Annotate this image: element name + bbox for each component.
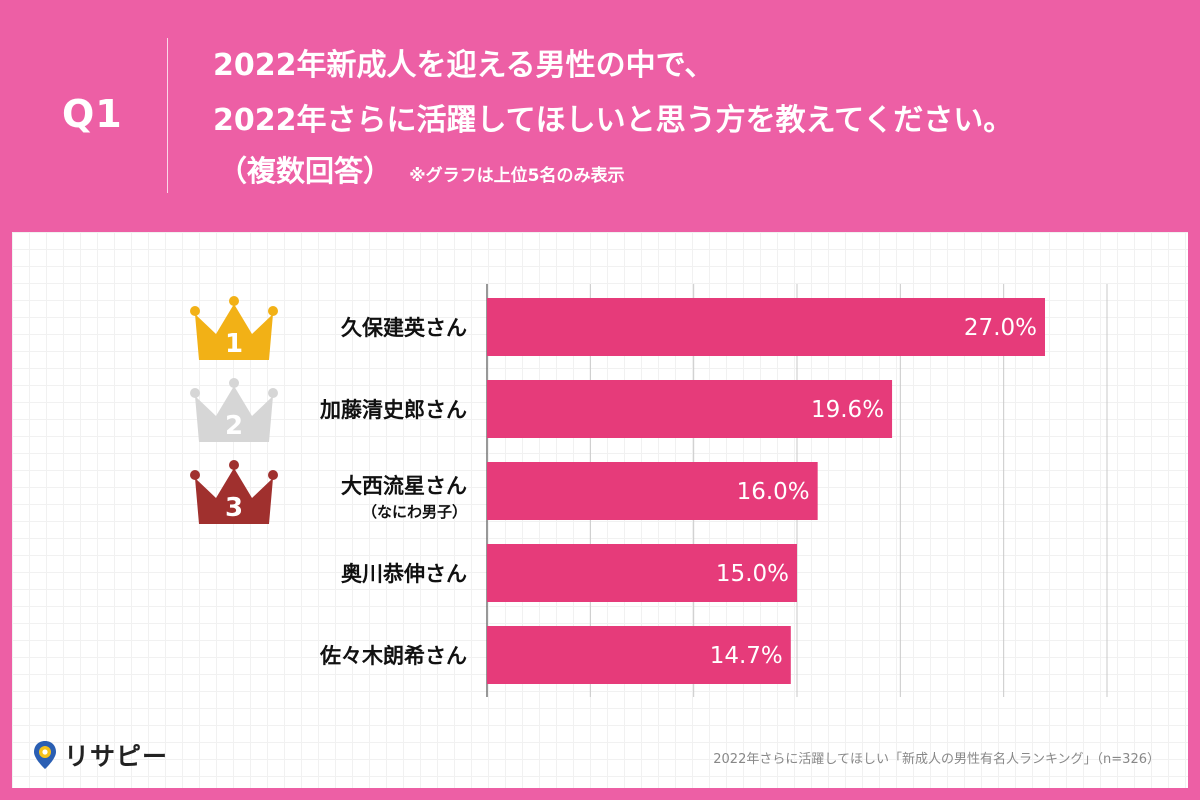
crown-ball <box>229 460 239 470</box>
crown-ball <box>190 388 200 398</box>
rank-number: 3 <box>225 493 243 523</box>
bar-value-label: 14.7% <box>710 643 783 669</box>
crown-icon <box>195 304 273 360</box>
source-caption: 2022年さらに活躍してほしい「新成人の男性有名人ランキング」（n=326） <box>713 752 1160 767</box>
crown-ball <box>190 470 200 480</box>
rank-number: 2 <box>225 411 243 441</box>
crown-icon <box>195 386 273 442</box>
crown-icon <box>195 468 273 524</box>
logo-text: リサピー <box>64 742 169 771</box>
bar <box>487 544 797 602</box>
header-divider <box>167 38 168 193</box>
category-label: 加藤清史郎さん <box>319 398 467 422</box>
bar <box>487 380 893 438</box>
crown-ball <box>268 470 278 480</box>
question-number: Q1 <box>62 92 123 136</box>
category-label: 久保建英さん <box>341 316 467 340</box>
multiple-answer-label: （複数回答） <box>218 154 393 188</box>
crown-ball <box>268 388 278 398</box>
bar-chart: 27.0% 久保建英さん 1 19.6% 加藤清史郎さん 2 16.0% 大西流星さん （なにわ… <box>190 284 1108 697</box>
header: Q1 2022年新成人を迎える男性の中で、 2022年さらに活躍してほしいと思う… <box>0 0 1200 230</box>
bar-value-label: 16.0% <box>737 479 810 505</box>
bar <box>487 462 818 520</box>
question-line-1: 2022年新成人を迎える男性の中で、 <box>213 48 715 83</box>
question-line-3: （複数回答） ※グラフは上位5名のみ表示 <box>218 148 624 190</box>
logo-pin-icon <box>34 741 56 769</box>
category-label: 奥川恭伸さん <box>341 562 467 586</box>
bar <box>487 298 1045 356</box>
category-label: 大西流星さん <box>341 474 467 498</box>
graph-note: ※グラフは上位5名のみ表示 <box>409 166 625 186</box>
crown-ball <box>190 306 200 316</box>
crown-ball <box>229 296 239 306</box>
question-line-2: 2022年さらに活躍してほしいと思う方を教えてください。 <box>213 103 1014 138</box>
bar-value-label: 15.0% <box>716 561 789 587</box>
category-label: 佐々木朗希さん <box>319 644 467 668</box>
rank-number: 1 <box>225 329 243 359</box>
category-sublabel: （なにわ男子） <box>362 503 467 521</box>
bar <box>487 626 791 684</box>
crown-ball <box>229 378 239 388</box>
crown-ball <box>268 306 278 316</box>
chart-panel: 27.0% 久保建英さん 1 19.6% 加藤清史郎さん 2 16.0% 大西流星さん （なにわ… <box>12 232 1188 788</box>
bar-value-label: 19.6% <box>811 397 884 423</box>
bar-value-label: 27.0% <box>964 315 1037 341</box>
risapy-logo: リサピー <box>32 737 168 773</box>
